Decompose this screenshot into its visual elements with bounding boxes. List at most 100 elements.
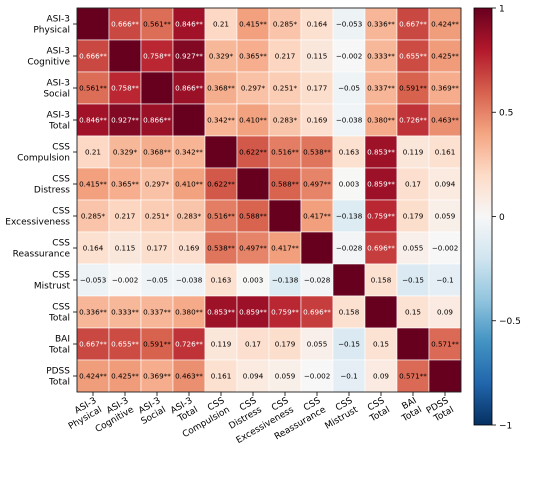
row-label: ASI-3 Social: [43, 79, 70, 100]
heatmap-cell: [396, 167, 430, 201]
cell-value-label: 0.179: [275, 340, 296, 349]
cell-value-label: 0.696**: [303, 308, 331, 317]
cell-value-label: 0.217: [275, 52, 296, 61]
heatmap-cell: [76, 231, 110, 265]
cell-value-label: 0.696**: [367, 244, 395, 253]
cell-value-label: 0.003: [243, 276, 264, 285]
heatmap-cell: [108, 231, 142, 265]
cell-value-label: 0.342**: [207, 116, 235, 125]
cell-value-label: 0.369**: [431, 84, 459, 93]
cell-value-label: 0.369**: [143, 372, 171, 381]
cell-value-label: 0.164: [83, 244, 104, 253]
row-label-line: Total: [48, 378, 70, 388]
cell-value-label: 0.179: [403, 212, 424, 221]
heatmap-cell: [140, 167, 174, 201]
cell-value-label: 0.846**: [79, 116, 107, 125]
heatmap-cell: [268, 135, 302, 169]
heatmap-cell: [364, 71, 398, 105]
cell-value-label: 0.169: [307, 116, 328, 125]
heatmap-cell: [396, 231, 430, 265]
row-label-line: Physical: [33, 26, 70, 36]
heatmap-cell: [236, 167, 270, 201]
row-label: CSS Excessiveness: [5, 207, 70, 228]
heatmap-cell: [204, 263, 238, 297]
cell-value-label: 0.336**: [367, 20, 395, 29]
heatmap-cell: [300, 295, 334, 329]
heatmap-cell: [204, 295, 238, 329]
heatmap-cell: [236, 263, 270, 297]
cell-value-label: 0.251*: [145, 212, 170, 221]
cell-value-label: 0.283*: [273, 116, 298, 125]
cell-value-label: 0.285*: [81, 212, 106, 221]
row-label: CSS Total: [48, 303, 70, 324]
cell-value-label: 0.758**: [143, 52, 171, 61]
colorbar: [473, 7, 493, 426]
cell-value-label: 0.297*: [241, 84, 266, 93]
cell-value-label: 0.337**: [143, 308, 171, 317]
cell-value-label: 0.163: [339, 148, 360, 157]
heatmap-cell: [428, 39, 462, 73]
cell-value-label: 0.119: [403, 148, 424, 157]
cell-value-label: −0.002: [432, 244, 459, 253]
row-label-line: Total: [48, 314, 70, 324]
cell-value-label: 0.588**: [271, 180, 299, 189]
cell-value-label: 0.329*: [209, 52, 234, 61]
cell-value-label: 0.497**: [239, 244, 267, 253]
heatmap-cell: [108, 39, 142, 73]
row-label: CSS Mistrust: [34, 271, 71, 292]
cell-value-label: 0.115: [307, 52, 328, 61]
cell-value-label: 0.667**: [399, 20, 427, 29]
heatmap-cell: [108, 103, 142, 137]
cell-value-label: 0.059: [275, 372, 296, 381]
cell-value-label: 0.410**: [175, 180, 203, 189]
heatmap-cell: [332, 135, 366, 169]
cell-value-label: 0.119: [211, 340, 232, 349]
heatmap-cell: [300, 71, 334, 105]
colorbar-tick-label: −1: [499, 421, 512, 431]
cell-value-label: 0.163: [211, 276, 232, 285]
heatmap-cell: [396, 135, 430, 169]
cell-value-label: 0.853**: [367, 148, 395, 157]
cell-value-label: 0.859**: [239, 308, 267, 317]
row-label-line: Reassurance: [13, 250, 71, 260]
cell-value-label: 0.846**: [175, 20, 203, 29]
heatmap-cell: [268, 103, 302, 137]
row-label-line: PDSS: [46, 367, 70, 377]
cell-value-label: 0.622**: [207, 180, 235, 189]
cell-value-label: 0.538**: [207, 244, 235, 253]
cell-value-label: 0.516**: [207, 212, 235, 221]
row-label-line: Total: [48, 122, 70, 132]
heatmap-cell: [268, 199, 302, 233]
cell-value-label: 0.368**: [143, 148, 171, 157]
cell-value-label: −0.038: [336, 116, 363, 125]
cell-value-label: 0.003: [339, 180, 360, 189]
heatmap-cell: [428, 103, 462, 137]
heatmap-cell: [300, 199, 334, 233]
cell-value-label: 0.463**: [431, 116, 459, 125]
cell-value-label: −0.138: [336, 212, 363, 221]
row-label-line: BAI: [55, 335, 70, 345]
row-label: ASI-3 Cognitive: [27, 47, 70, 68]
cell-value-label: 0.561**: [143, 20, 171, 29]
cell-value-label: 0.655**: [111, 340, 139, 349]
row-label-line: ASI-3: [47, 111, 71, 121]
cell-value-label: 0.09: [373, 372, 389, 381]
heatmap-cell: [332, 39, 366, 73]
cell-value-label: −0.028: [304, 276, 331, 285]
heatmap-cell: [172, 167, 206, 201]
cell-value-label: −0.15: [402, 276, 424, 285]
heatmap-cell: [140, 135, 174, 169]
heatmap-cell: [428, 199, 462, 233]
cell-value-label: 0.158: [339, 308, 360, 317]
row-label-line: Distress: [34, 186, 70, 196]
cell-value-label: 0.425**: [111, 372, 139, 381]
cell-value-label: 0.094: [243, 372, 264, 381]
cell-value-label: 0.866**: [175, 84, 203, 93]
heatmap-cell: [172, 327, 206, 361]
cell-value-label: −0.028: [336, 244, 363, 253]
heatmap-cell: [332, 295, 366, 329]
cell-value-label: 0.866**: [143, 116, 171, 125]
cell-value-label: 0.853**: [207, 308, 235, 317]
cell-value-label: 0.410**: [239, 116, 267, 125]
